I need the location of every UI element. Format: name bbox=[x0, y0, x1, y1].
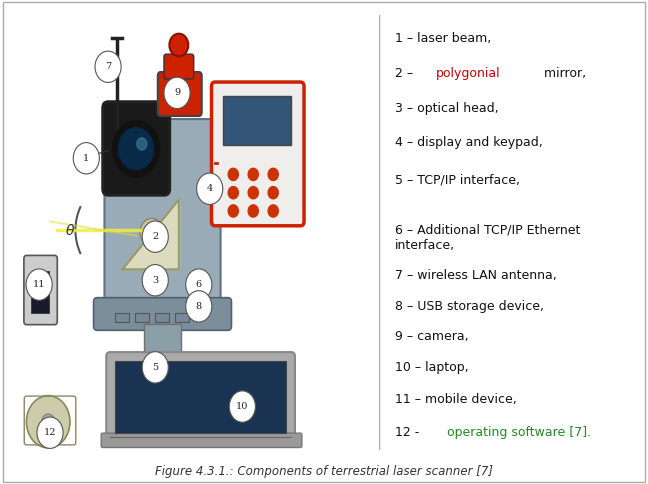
Circle shape bbox=[142, 265, 168, 296]
Text: 11 – mobile device,: 11 – mobile device, bbox=[395, 393, 516, 407]
FancyBboxPatch shape bbox=[101, 433, 302, 448]
Circle shape bbox=[26, 269, 52, 300]
FancyBboxPatch shape bbox=[158, 72, 202, 116]
Text: 1 – laser beam,: 1 – laser beam, bbox=[395, 32, 491, 45]
Circle shape bbox=[140, 218, 163, 246]
Text: 10: 10 bbox=[236, 402, 249, 411]
FancyBboxPatch shape bbox=[24, 256, 57, 325]
Circle shape bbox=[229, 391, 255, 422]
Text: 4 – display and keypad,: 4 – display and keypad, bbox=[395, 136, 542, 150]
Circle shape bbox=[268, 168, 278, 181]
Circle shape bbox=[228, 186, 238, 199]
Circle shape bbox=[37, 417, 63, 448]
Text: 3: 3 bbox=[152, 276, 158, 285]
Text: $\theta$: $\theta$ bbox=[65, 223, 75, 238]
Circle shape bbox=[248, 205, 259, 217]
Text: 3 – optical head,: 3 – optical head, bbox=[395, 102, 498, 115]
Text: 2: 2 bbox=[152, 232, 158, 241]
Circle shape bbox=[142, 352, 168, 383]
Text: 8 – USB storage device,: 8 – USB storage device, bbox=[395, 300, 544, 313]
FancyBboxPatch shape bbox=[175, 313, 189, 322]
Text: 4: 4 bbox=[207, 184, 213, 193]
Circle shape bbox=[268, 186, 278, 199]
FancyBboxPatch shape bbox=[211, 82, 304, 226]
Circle shape bbox=[164, 77, 190, 108]
FancyBboxPatch shape bbox=[31, 271, 49, 313]
FancyBboxPatch shape bbox=[104, 119, 220, 311]
FancyBboxPatch shape bbox=[115, 361, 286, 433]
Text: 8: 8 bbox=[196, 302, 202, 311]
Circle shape bbox=[113, 121, 159, 177]
Circle shape bbox=[95, 51, 121, 82]
Text: 6 – Additional TCP/IP Ethernet
interface,: 6 – Additional TCP/IP Ethernet interface… bbox=[395, 224, 580, 252]
Text: 7: 7 bbox=[105, 62, 111, 71]
Circle shape bbox=[186, 269, 212, 300]
Circle shape bbox=[142, 221, 168, 252]
FancyBboxPatch shape bbox=[115, 313, 129, 322]
Circle shape bbox=[41, 414, 54, 430]
FancyBboxPatch shape bbox=[102, 102, 170, 196]
Circle shape bbox=[169, 34, 189, 56]
Circle shape bbox=[248, 168, 259, 181]
Text: 11: 11 bbox=[33, 280, 45, 289]
Text: 9 – camera,: 9 – camera, bbox=[395, 330, 469, 343]
FancyBboxPatch shape bbox=[224, 96, 290, 145]
Text: 10 – laptop,: 10 – laptop, bbox=[395, 361, 469, 374]
FancyBboxPatch shape bbox=[93, 298, 231, 330]
Circle shape bbox=[73, 143, 99, 174]
Text: 12 -: 12 - bbox=[395, 426, 423, 439]
FancyBboxPatch shape bbox=[135, 313, 149, 322]
Text: polygonial: polygonial bbox=[436, 67, 501, 80]
FancyBboxPatch shape bbox=[145, 324, 181, 363]
Circle shape bbox=[156, 357, 165, 369]
FancyBboxPatch shape bbox=[164, 54, 194, 79]
Text: 7 – wireless LAN antenna,: 7 – wireless LAN antenna, bbox=[395, 269, 557, 282]
Text: Figure 4.3.1.: Components of terrestrial laser scanner [7]: Figure 4.3.1.: Components of terrestrial… bbox=[155, 465, 493, 478]
Circle shape bbox=[268, 205, 278, 217]
Circle shape bbox=[248, 186, 259, 199]
Circle shape bbox=[119, 128, 154, 169]
Text: operating software [7].: operating software [7]. bbox=[446, 426, 591, 439]
Text: 5 – TCP/IP interface,: 5 – TCP/IP interface, bbox=[395, 174, 520, 186]
FancyBboxPatch shape bbox=[106, 352, 295, 441]
Circle shape bbox=[228, 205, 238, 217]
Circle shape bbox=[196, 173, 223, 204]
Text: mirror,: mirror, bbox=[540, 67, 586, 80]
Text: 5: 5 bbox=[152, 363, 158, 372]
Circle shape bbox=[137, 138, 147, 150]
Text: 1: 1 bbox=[83, 154, 89, 163]
Circle shape bbox=[186, 291, 212, 322]
Text: 6: 6 bbox=[196, 280, 202, 289]
Circle shape bbox=[27, 396, 70, 448]
Text: 12: 12 bbox=[44, 428, 56, 437]
FancyBboxPatch shape bbox=[156, 313, 169, 322]
Text: 2 –: 2 – bbox=[395, 67, 417, 80]
Circle shape bbox=[228, 168, 238, 181]
Polygon shape bbox=[122, 200, 179, 269]
Text: 9: 9 bbox=[174, 89, 180, 97]
Circle shape bbox=[170, 82, 189, 105]
